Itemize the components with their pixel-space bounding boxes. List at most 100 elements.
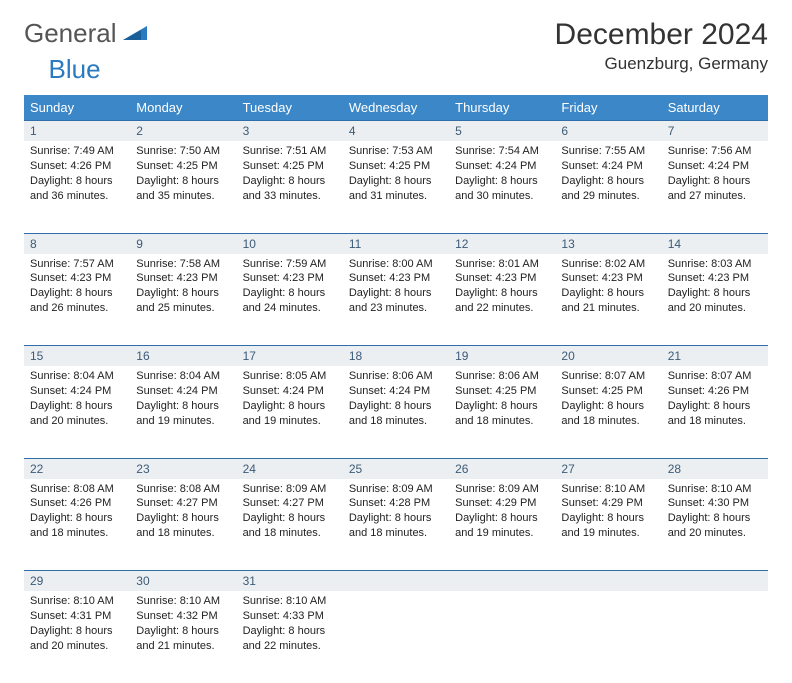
day-cell: Sunrise: 8:05 AMSunset: 4:24 PMDaylight:…	[237, 366, 343, 458]
day-sr: Sunrise: 8:08 AM	[30, 482, 124, 497]
day-d2: and 30 minutes.	[455, 189, 549, 204]
day-sr: Sunrise: 7:54 AM	[455, 144, 549, 159]
day-cell: Sunrise: 8:10 AMSunset: 4:33 PMDaylight:…	[237, 591, 343, 683]
day-header: Friday	[555, 95, 661, 121]
daynum-row: 293031	[24, 571, 768, 592]
day-sr: Sunrise: 8:10 AM	[136, 594, 230, 609]
day-number: 9	[130, 233, 236, 254]
day-d1: Daylight: 8 hours	[30, 174, 124, 189]
day-d1: Daylight: 8 hours	[243, 399, 337, 414]
day-d2: and 18 minutes.	[561, 414, 655, 429]
day-number: 4	[343, 121, 449, 142]
day-number: 11	[343, 233, 449, 254]
day-d2: and 29 minutes.	[561, 189, 655, 204]
day-number: 12	[449, 233, 555, 254]
day-ss: Sunset: 4:25 PM	[561, 384, 655, 399]
day-number: 6	[555, 121, 661, 142]
day-ss: Sunset: 4:27 PM	[136, 496, 230, 511]
day-sr: Sunrise: 8:07 AM	[668, 369, 762, 384]
day-sr: Sunrise: 7:57 AM	[30, 257, 124, 272]
day-cell: Sunrise: 7:53 AMSunset: 4:25 PMDaylight:…	[343, 141, 449, 233]
day-ss: Sunset: 4:24 PM	[136, 384, 230, 399]
day-sr: Sunrise: 8:09 AM	[243, 482, 337, 497]
day-header-row: Sunday Monday Tuesday Wednesday Thursday…	[24, 95, 768, 121]
day-ss: Sunset: 4:29 PM	[455, 496, 549, 511]
day-ss: Sunset: 4:23 PM	[561, 271, 655, 286]
day-cell	[449, 591, 555, 683]
day-d2: and 21 minutes.	[561, 301, 655, 316]
day-d1: Daylight: 8 hours	[136, 511, 230, 526]
day-cell: Sunrise: 8:04 AMSunset: 4:24 PMDaylight:…	[130, 366, 236, 458]
day-d1: Daylight: 8 hours	[668, 286, 762, 301]
day-sr: Sunrise: 8:03 AM	[668, 257, 762, 272]
day-sr: Sunrise: 8:01 AM	[455, 257, 549, 272]
day-number: 19	[449, 346, 555, 367]
day-d1: Daylight: 8 hours	[455, 174, 549, 189]
day-ss: Sunset: 4:23 PM	[455, 271, 549, 286]
day-cell: Sunrise: 8:00 AMSunset: 4:23 PMDaylight:…	[343, 254, 449, 346]
day-d1: Daylight: 8 hours	[455, 286, 549, 301]
day-d2: and 23 minutes.	[349, 301, 443, 316]
day-ss: Sunset: 4:32 PM	[136, 609, 230, 624]
day-d2: and 19 minutes.	[561, 526, 655, 541]
day-sr: Sunrise: 8:05 AM	[243, 369, 337, 384]
day-cell: Sunrise: 8:04 AMSunset: 4:24 PMDaylight:…	[24, 366, 130, 458]
day-sr: Sunrise: 8:10 AM	[243, 594, 337, 609]
day-number: 25	[343, 458, 449, 479]
day-d2: and 18 minutes.	[136, 526, 230, 541]
content-row: Sunrise: 8:08 AMSunset: 4:26 PMDaylight:…	[24, 479, 768, 571]
day-number: 2	[130, 121, 236, 142]
day-d2: and 31 minutes.	[349, 189, 443, 204]
day-ss: Sunset: 4:29 PM	[561, 496, 655, 511]
calendar-table: Sunday Monday Tuesday Wednesday Thursday…	[24, 95, 768, 683]
day-sr: Sunrise: 8:06 AM	[349, 369, 443, 384]
day-cell: Sunrise: 7:56 AMSunset: 4:24 PMDaylight:…	[662, 141, 768, 233]
day-d2: and 18 minutes.	[349, 414, 443, 429]
day-cell: Sunrise: 7:59 AMSunset: 4:23 PMDaylight:…	[237, 254, 343, 346]
daynum-row: 15161718192021	[24, 346, 768, 367]
day-sr: Sunrise: 7:58 AM	[136, 257, 230, 272]
day-number: 18	[343, 346, 449, 367]
day-cell: Sunrise: 8:06 AMSunset: 4:24 PMDaylight:…	[343, 366, 449, 458]
day-d2: and 20 minutes.	[30, 414, 124, 429]
day-sr: Sunrise: 8:10 AM	[30, 594, 124, 609]
day-number: 20	[555, 346, 661, 367]
title-block: December 2024 Guenzburg, Germany	[555, 18, 768, 74]
day-cell: Sunrise: 7:54 AMSunset: 4:24 PMDaylight:…	[449, 141, 555, 233]
day-sr: Sunrise: 7:56 AM	[668, 144, 762, 159]
day-number: 7	[662, 121, 768, 142]
day-number	[555, 571, 661, 592]
day-ss: Sunset: 4:25 PM	[136, 159, 230, 174]
day-number: 14	[662, 233, 768, 254]
day-number: 28	[662, 458, 768, 479]
day-cell: Sunrise: 8:10 AMSunset: 4:32 PMDaylight:…	[130, 591, 236, 683]
logo-text-blue: Blue	[49, 54, 101, 85]
day-d1: Daylight: 8 hours	[349, 174, 443, 189]
day-d2: and 19 minutes.	[243, 414, 337, 429]
day-number: 3	[237, 121, 343, 142]
day-ss: Sunset: 4:23 PM	[136, 271, 230, 286]
day-number: 26	[449, 458, 555, 479]
day-sr: Sunrise: 8:10 AM	[561, 482, 655, 497]
content-row: Sunrise: 8:04 AMSunset: 4:24 PMDaylight:…	[24, 366, 768, 458]
day-ss: Sunset: 4:24 PM	[561, 159, 655, 174]
day-cell: Sunrise: 7:57 AMSunset: 4:23 PMDaylight:…	[24, 254, 130, 346]
day-d2: and 19 minutes.	[136, 414, 230, 429]
day-number: 23	[130, 458, 236, 479]
day-d2: and 25 minutes.	[136, 301, 230, 316]
day-d2: and 18 minutes.	[455, 414, 549, 429]
day-cell	[662, 591, 768, 683]
day-header: Wednesday	[343, 95, 449, 121]
day-d2: and 27 minutes.	[668, 189, 762, 204]
day-cell: Sunrise: 7:55 AMSunset: 4:24 PMDaylight:…	[555, 141, 661, 233]
day-ss: Sunset: 4:26 PM	[30, 159, 124, 174]
day-cell: Sunrise: 8:08 AMSunset: 4:26 PMDaylight:…	[24, 479, 130, 571]
day-d2: and 26 minutes.	[30, 301, 124, 316]
day-sr: Sunrise: 8:09 AM	[455, 482, 549, 497]
day-d1: Daylight: 8 hours	[561, 174, 655, 189]
day-cell	[555, 591, 661, 683]
day-d2: and 21 minutes.	[136, 639, 230, 654]
day-number: 17	[237, 346, 343, 367]
logo: General	[24, 18, 149, 49]
day-d2: and 18 minutes.	[349, 526, 443, 541]
